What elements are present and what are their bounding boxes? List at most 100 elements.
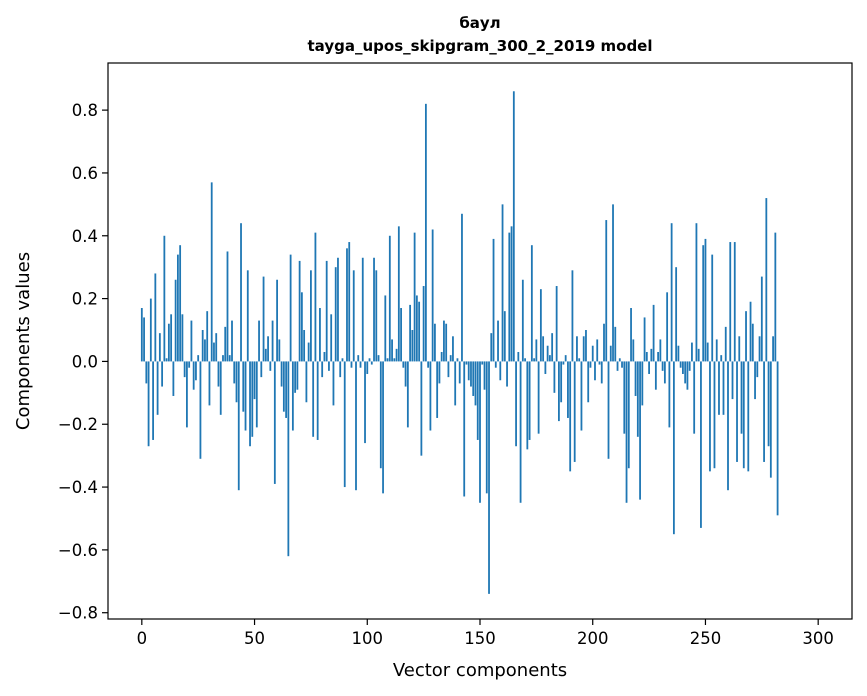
bar	[625, 361, 628, 503]
y-tick-label: −0.2	[58, 415, 98, 434]
bar	[458, 361, 461, 384]
bar	[711, 254, 714, 362]
bar	[298, 260, 301, 362]
bar	[508, 232, 511, 362]
x-tick-label: 200	[577, 629, 609, 648]
bar	[569, 361, 572, 472]
bar	[679, 361, 682, 368]
bar	[406, 361, 409, 428]
bar	[499, 361, 502, 381]
bar	[397, 226, 400, 362]
bar	[713, 361, 716, 469]
plot-frame	[107, 62, 853, 620]
bar	[724, 326, 727, 362]
bar	[206, 311, 209, 362]
bar	[682, 361, 684, 374]
bar	[334, 267, 337, 362]
bar	[370, 361, 373, 365]
bar	[578, 358, 581, 362]
bar	[745, 311, 747, 362]
bar	[409, 304, 412, 362]
bar	[429, 361, 432, 431]
bar	[364, 361, 366, 444]
bar	[688, 361, 691, 371]
bar	[219, 361, 222, 415]
bar	[589, 361, 592, 368]
bar	[645, 351, 648, 362]
y-tick-label: 0.8	[72, 101, 98, 120]
y-ticks: −0.8 −0.6 −0.4 −0.2 0.0 0.2 0.4 0.6 0.8	[58, 101, 108, 623]
bar	[199, 361, 202, 459]
bar	[208, 361, 211, 406]
bar	[641, 361, 644, 406]
bar	[418, 301, 421, 362]
bar	[224, 326, 227, 362]
bar	[379, 361, 382, 469]
bar	[463, 361, 466, 497]
bar	[533, 358, 536, 362]
bar	[158, 333, 161, 362]
bar	[614, 326, 617, 362]
bar	[666, 292, 669, 362]
bar	[609, 345, 612, 362]
bar	[461, 213, 463, 362]
bar	[497, 320, 499, 362]
bar	[400, 308, 402, 362]
x-tick-label: 50	[244, 629, 265, 648]
y-tick-label: 0.6	[72, 164, 98, 183]
bar	[479, 361, 481, 503]
bar	[483, 361, 486, 390]
bar	[501, 204, 504, 362]
bar	[652, 304, 655, 362]
x-ticks: 0 50 100 150 200 250 300	[137, 619, 834, 648]
bar	[512, 91, 515, 362]
bar	[675, 267, 678, 362]
bar	[580, 361, 583, 431]
bar	[585, 330, 587, 362]
bar	[240, 223, 242, 362]
bar	[754, 361, 756, 400]
bar	[492, 238, 495, 362]
bar	[767, 361, 770, 447]
bar	[465, 361, 468, 365]
bar	[749, 301, 752, 362]
bar	[179, 245, 182, 362]
bar	[447, 361, 450, 378]
bar	[328, 361, 330, 371]
bar	[346, 248, 348, 362]
bar	[546, 345, 549, 362]
bar	[278, 339, 281, 362]
bar	[661, 361, 664, 371]
bar	[643, 317, 646, 362]
bar	[377, 355, 380, 362]
bar	[355, 361, 357, 491]
bar	[192, 361, 195, 390]
bar	[596, 339, 599, 362]
bar	[167, 323, 170, 362]
bar	[587, 361, 590, 403]
bar	[691, 342, 693, 362]
bar	[382, 361, 384, 494]
bar	[226, 251, 229, 362]
bar	[434, 323, 436, 362]
bar	[140, 308, 143, 362]
bar	[147, 361, 150, 447]
bar	[195, 361, 197, 381]
bar	[251, 361, 254, 437]
bar	[555, 286, 558, 362]
bar	[300, 292, 303, 362]
bar	[582, 336, 585, 362]
bar	[634, 361, 637, 396]
bar	[156, 361, 159, 415]
bar	[357, 355, 360, 362]
bar	[476, 361, 479, 440]
bar	[571, 270, 574, 362]
bar	[693, 361, 696, 434]
bar	[648, 361, 650, 374]
bar	[709, 361, 711, 472]
bar	[255, 361, 258, 428]
bar	[422, 286, 425, 362]
y-tick-label: 0.4	[72, 227, 98, 246]
bar	[337, 257, 339, 362]
bar	[440, 351, 443, 362]
